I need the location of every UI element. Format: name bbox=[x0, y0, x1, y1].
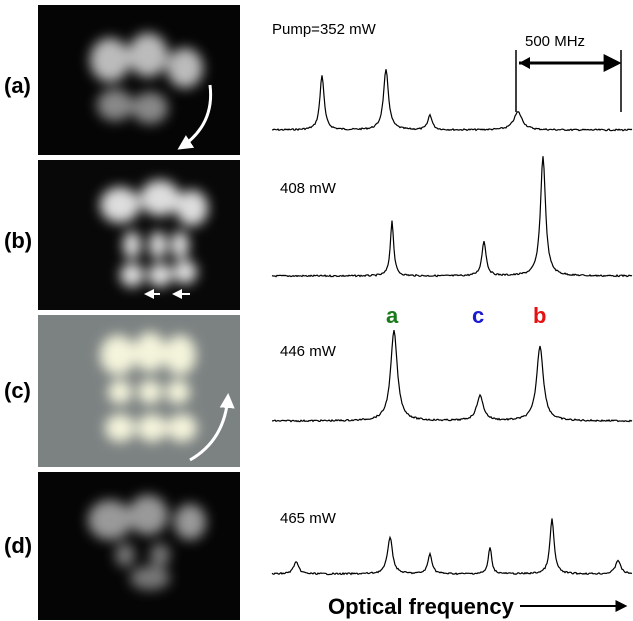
peak-label: a bbox=[386, 303, 399, 328]
pump-label: Pump=352 mW bbox=[272, 21, 377, 38]
panel-label: (a) bbox=[4, 73, 31, 98]
panel-label: (d) bbox=[4, 533, 32, 558]
spectrum-trace bbox=[271, 518, 633, 576]
pump-label: 446 mW bbox=[280, 343, 337, 360]
spectra bbox=[271, 69, 633, 576]
peak-label: b bbox=[533, 303, 546, 328]
scale-bar-label: 500 MHz bbox=[525, 33, 585, 50]
panel-label: (c) bbox=[4, 378, 31, 403]
spectrum-trace bbox=[271, 69, 633, 132]
pump-label: 408 mW bbox=[280, 180, 337, 197]
image-c bbox=[38, 315, 240, 467]
spectrum-trace bbox=[271, 156, 633, 278]
x-axis-label: Optical frequency bbox=[328, 594, 515, 619]
spectrum-trace bbox=[272, 329, 633, 423]
image-d bbox=[38, 472, 240, 620]
scale-bar bbox=[515, 50, 622, 112]
peak-label: c bbox=[472, 303, 484, 328]
image-a bbox=[38, 5, 240, 155]
panel-label: (b) bbox=[4, 228, 32, 253]
image-b bbox=[38, 160, 240, 310]
pump-label: 465 mW bbox=[280, 510, 337, 527]
